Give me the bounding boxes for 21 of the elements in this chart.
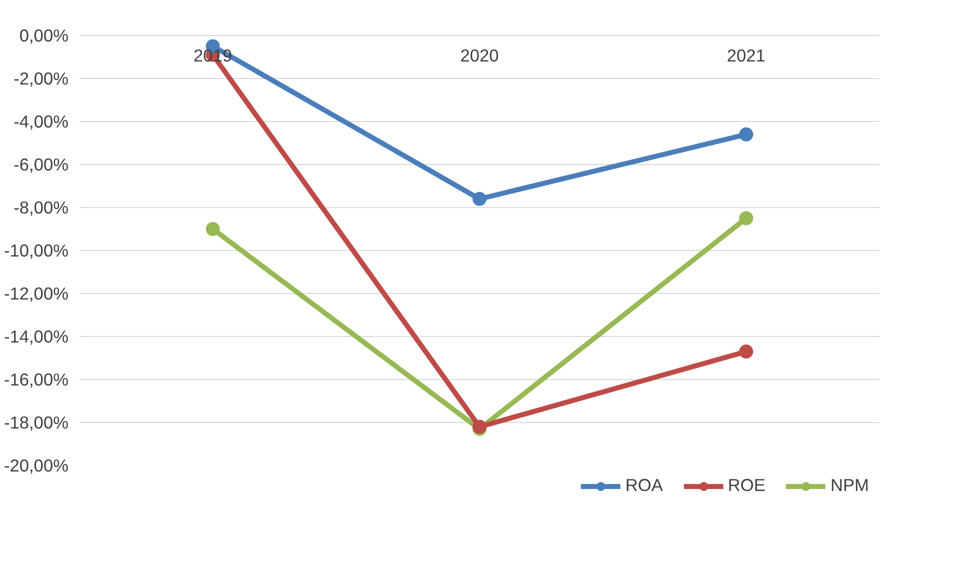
- y-tick-label: -18,00%: [4, 412, 69, 432]
- y-tick-label: -8,00%: [14, 198, 69, 218]
- y-tick-label: -6,00%: [14, 154, 69, 174]
- y-tick-label: -2,00%: [14, 68, 69, 88]
- y-tick-label: -12,00%: [4, 284, 69, 304]
- y-tick-label: -10,00%: [4, 240, 69, 260]
- legend-label: NPM: [830, 475, 869, 496]
- y-tick-label: -4,00%: [14, 112, 69, 132]
- point: [739, 211, 754, 226]
- y-tick-label: -16,00%: [4, 370, 69, 390]
- point: [739, 344, 754, 359]
- legend-label: ROE: [728, 475, 766, 496]
- x-tick-label: 2020: [460, 46, 499, 66]
- y-tick-label: 0,00%: [19, 26, 69, 46]
- y-tick-label: -20,00%: [4, 456, 69, 476]
- point: [206, 222, 220, 236]
- point: [739, 127, 754, 142]
- point: [472, 192, 486, 206]
- y-tick-label: -14,00%: [4, 326, 69, 346]
- legend-label: ROA: [625, 475, 663, 496]
- x-tick-label: 2021: [726, 46, 766, 66]
